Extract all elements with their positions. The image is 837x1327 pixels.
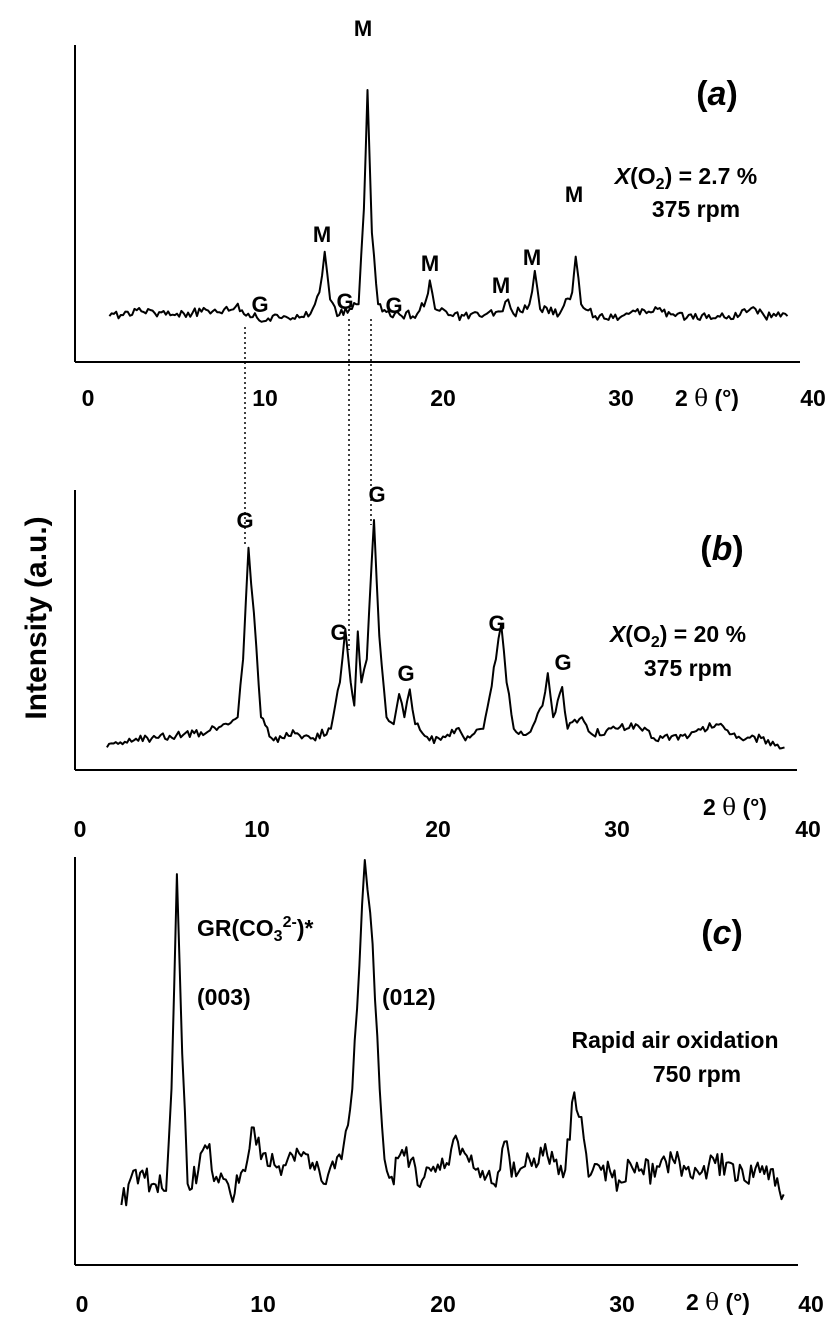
y-axis-label: Intensity (a.u.) bbox=[20, 516, 53, 719]
peak-label-g: G bbox=[251, 292, 268, 317]
peak-label-g: G bbox=[488, 611, 505, 636]
peak-label-m: M bbox=[565, 182, 583, 207]
panel-a-peak-labels: M M M M M M G G G bbox=[251, 16, 583, 318]
panel-c-trace bbox=[120, 859, 785, 1207]
tick-label-10: 10 bbox=[244, 816, 270, 842]
panel-b-peak-labels: G G G G G G bbox=[236, 482, 571, 686]
panel-a-letter: (a) bbox=[696, 75, 738, 113]
panel-c-condition-oxidation: Rapid air oxidation bbox=[571, 1027, 778, 1053]
panel-b: 0 10 20 30 40 2 θ (°) G G G G G G (b) X(… bbox=[74, 482, 821, 842]
peak-label-g: G bbox=[336, 289, 353, 314]
tick-label-0: 0 bbox=[76, 1291, 89, 1317]
panel-c-letter: (c) bbox=[701, 914, 743, 952]
panel-a: 0 10 20 30 40 2 θ (°) M M M M M M G G G … bbox=[74, 16, 826, 412]
peak-label-g: G bbox=[236, 508, 253, 533]
peak-label-g: G bbox=[397, 661, 414, 686]
panel-a-trace bbox=[108, 89, 789, 323]
tick-label-0: 0 bbox=[74, 816, 87, 842]
panel-c: 0 10 20 30 40 2 θ (°) GR(CO32-)* (003) (… bbox=[74, 857, 824, 1317]
tick-label-30: 30 bbox=[604, 816, 630, 842]
peak-label-m: M bbox=[523, 245, 541, 270]
peak-label-g: G bbox=[368, 482, 385, 507]
panel-c-x-axis-label: 2 θ (°) bbox=[686, 1289, 750, 1316]
panel-b-letter: (b) bbox=[700, 530, 743, 568]
panel-b-x-ticks: 0 10 20 30 40 bbox=[74, 816, 821, 842]
peak-label-m: M bbox=[421, 251, 439, 276]
tick-label-40: 40 bbox=[800, 385, 826, 411]
panel-a-condition-oxygen: X(O2) = 2.7 % bbox=[613, 163, 758, 193]
panel-b-condition-rpm: 375 rpm bbox=[644, 655, 732, 681]
tick-label-10: 10 bbox=[252, 385, 278, 411]
tick-label-20: 20 bbox=[430, 385, 456, 411]
panel-a-x-axis-label: 2 θ (°) bbox=[675, 385, 739, 412]
tick-label-40: 40 bbox=[798, 1291, 824, 1317]
panel-b-condition-oxygen: X(O2) = 20 % bbox=[608, 621, 746, 651]
tick-label-30: 30 bbox=[609, 1291, 635, 1317]
tick-label-40: 40 bbox=[795, 816, 821, 842]
panel-a-x-ticks: 0 10 20 30 40 bbox=[82, 385, 826, 411]
peak-label-g: G bbox=[385, 293, 402, 318]
tick-label-20: 20 bbox=[425, 816, 451, 842]
panel-a-condition-rpm: 375 rpm bbox=[652, 196, 740, 222]
tick-label-30: 30 bbox=[608, 385, 634, 411]
peak-label-m: M bbox=[492, 273, 510, 298]
peak-label-m: M bbox=[354, 16, 372, 41]
tick-label-0: 0 bbox=[82, 385, 95, 411]
peak-correlation-lines bbox=[244, 319, 372, 650]
peak-label-g: G bbox=[330, 620, 347, 645]
peak-index-012: (012) bbox=[382, 984, 436, 1010]
tick-label-20: 20 bbox=[430, 1291, 456, 1317]
panel-b-x-axis-label: 2 θ (°) bbox=[703, 794, 767, 821]
peak-index-003: (003) bbox=[197, 984, 251, 1010]
panel-c-x-ticks: 0 10 20 30 40 bbox=[76, 1291, 824, 1317]
panel-c-condition-rpm: 750 rpm bbox=[653, 1061, 741, 1087]
tick-label-10: 10 bbox=[250, 1291, 276, 1317]
peak-label-m: M bbox=[313, 222, 331, 247]
peak-label-g: G bbox=[554, 650, 571, 675]
gr-carbonate-annotation: GR(CO32-)* bbox=[197, 914, 313, 945]
panel-b-trace bbox=[106, 519, 785, 750]
